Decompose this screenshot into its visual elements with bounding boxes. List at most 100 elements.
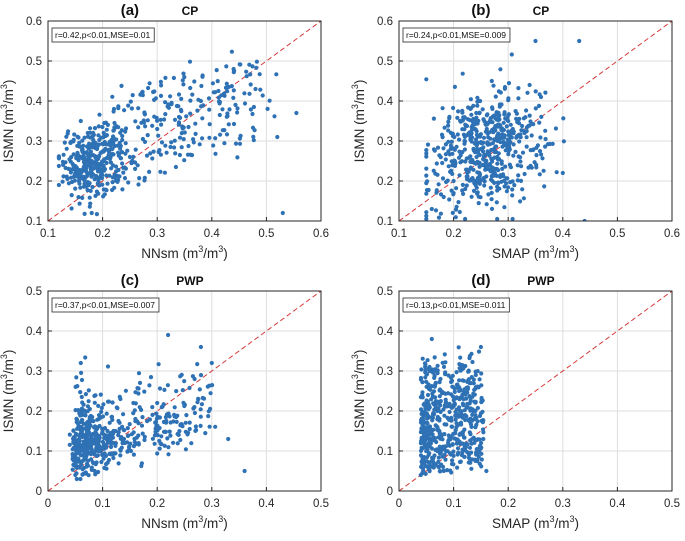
data-point	[483, 122, 488, 127]
data-point	[174, 103, 179, 109]
data-point	[74, 165, 79, 170]
data-point	[475, 150, 481, 155]
data-point	[168, 144, 173, 150]
data-point	[440, 464, 446, 469]
data-point	[447, 409, 452, 415]
data-point	[92, 177, 97, 182]
data-point	[424, 191, 429, 196]
data-point	[199, 402, 204, 407]
data-point	[107, 173, 112, 178]
data-point	[133, 147, 138, 152]
data-point	[83, 165, 88, 170]
data-point	[83, 422, 89, 427]
data-point	[472, 416, 477, 422]
data-point	[426, 407, 431, 412]
data-point	[528, 163, 533, 168]
data-point	[423, 375, 428, 380]
data-point	[462, 138, 467, 144]
data-point	[73, 384, 78, 389]
data-point	[102, 435, 107, 441]
panel-title: PWP	[527, 274, 554, 288]
data-point	[453, 413, 458, 418]
data-point	[89, 210, 94, 216]
data-point	[484, 468, 489, 474]
data-point	[464, 183, 469, 188]
data-point	[118, 448, 123, 453]
data-point	[76, 448, 81, 453]
data-point	[85, 404, 90, 409]
x-axis-label: SMAP (m3/m3)	[492, 244, 579, 261]
data-point	[462, 454, 467, 459]
data-point	[258, 87, 263, 92]
data-point	[100, 439, 105, 444]
data-point	[443, 372, 448, 377]
data-point	[132, 439, 137, 444]
data-point	[532, 160, 537, 165]
data-point	[83, 413, 88, 418]
y-tick-label: 0.4	[377, 326, 394, 338]
data-point	[66, 181, 71, 186]
data-point	[125, 148, 130, 153]
data-point	[70, 467, 75, 472]
data-point	[438, 192, 444, 197]
data-point	[489, 129, 494, 134]
data-point	[168, 94, 173, 99]
data-point	[88, 162, 93, 167]
data-point	[451, 191, 456, 196]
data-point	[169, 100, 174, 105]
data-point	[485, 131, 490, 136]
data-point	[118, 396, 123, 402]
data-point	[465, 385, 470, 390]
data-point	[133, 390, 138, 395]
data-point	[461, 435, 467, 440]
data-point	[457, 395, 462, 400]
data-point	[533, 38, 538, 44]
data-point	[78, 390, 83, 395]
y-tick-label: 0.2	[26, 176, 42, 188]
data-point	[441, 146, 446, 151]
data-point	[65, 131, 70, 136]
data-point	[226, 436, 231, 442]
data-point	[78, 173, 84, 179]
data-point	[77, 144, 82, 149]
scatter-panel-2: 0.1 0.2 0.3 0.4 0.5 0.6 0.1 0.2 0.3 0.4 0.5 0.6 r=0.…	[350, 2, 680, 261]
data-point	[431, 465, 436, 470]
data-point	[461, 191, 466, 196]
data-point	[582, 218, 587, 221]
data-point	[121, 170, 126, 175]
data-point	[251, 104, 256, 110]
data-point	[104, 173, 109, 178]
data-point	[164, 150, 169, 155]
data-point	[453, 215, 458, 220]
data-point	[460, 363, 465, 368]
data-point	[100, 431, 105, 436]
x-tick-label: 0.2	[446, 228, 462, 240]
data-point	[99, 409, 104, 414]
data-point	[280, 210, 285, 216]
data-point	[166, 445, 171, 450]
data-point	[92, 126, 98, 131]
data-point	[434, 188, 439, 193]
data-point	[90, 145, 95, 150]
x-tick-label: 0.1	[95, 498, 111, 510]
y-tick-label: 0.3	[377, 366, 393, 378]
data-point	[151, 89, 156, 95]
data-point	[205, 384, 210, 389]
data-point	[440, 160, 445, 166]
data-point	[145, 118, 150, 123]
data-point	[471, 188, 477, 193]
data-point	[495, 216, 500, 221]
data-point	[419, 407, 424, 412]
data-point	[479, 395, 484, 401]
data-point	[475, 450, 480, 455]
data-point	[446, 119, 451, 124]
data-point	[478, 146, 483, 152]
data-point	[158, 93, 164, 98]
data-point	[448, 170, 453, 175]
data-point	[504, 124, 509, 129]
data-point	[71, 440, 76, 445]
y-tick-label: 0.6	[26, 16, 42, 28]
data-point	[504, 189, 509, 194]
data-point	[247, 62, 252, 67]
data-point	[172, 145, 177, 150]
